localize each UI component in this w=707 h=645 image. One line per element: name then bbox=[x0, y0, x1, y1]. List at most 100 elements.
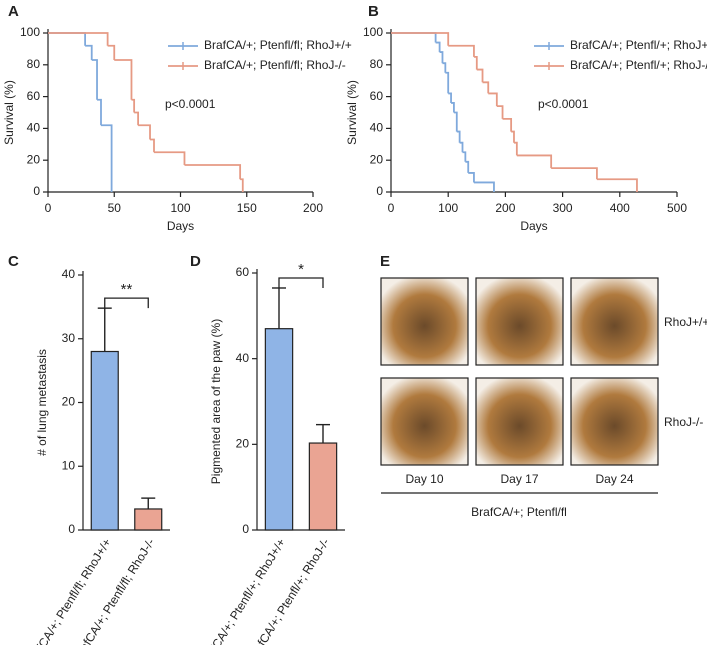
survival-step bbox=[502, 117, 513, 132]
survival-step bbox=[48, 32, 86, 46]
annotation: p<0.0001 bbox=[165, 97, 216, 111]
x-axis-label: Days bbox=[520, 219, 547, 233]
significance-bracket bbox=[278, 277, 324, 288]
survival-step bbox=[184, 164, 242, 180]
survival-step bbox=[134, 111, 139, 126]
survival-step bbox=[448, 92, 452, 103]
panel-label: E bbox=[380, 253, 390, 270]
x-tick-label: 200 bbox=[303, 201, 323, 215]
survival-step bbox=[154, 151, 186, 165]
survival-step bbox=[107, 44, 116, 61]
panel-label: C bbox=[8, 253, 19, 270]
survival-step bbox=[496, 105, 504, 119]
y-tick-label: 10 bbox=[62, 458, 76, 472]
x-tick-label: 100 bbox=[438, 201, 458, 215]
legend-label: BrafCA/+; Ptenfl/fl; RhoJ-/- bbox=[204, 58, 346, 72]
panel-label: D bbox=[190, 253, 201, 270]
x-tick-label: 150 bbox=[237, 201, 257, 215]
y-axis-label: # of lung metastasis bbox=[35, 349, 49, 456]
survival-step bbox=[48, 32, 109, 46]
survival-step bbox=[511, 130, 515, 143]
survival-step bbox=[596, 178, 638, 192]
caption: BrafCA/+; Ptenfl/fl bbox=[471, 505, 567, 519]
column-label: Day 24 bbox=[595, 472, 633, 486]
bar bbox=[90, 350, 119, 531]
legend-label: BrafCA/+; Ptenfl/+; RhoJ+/+ bbox=[570, 38, 707, 52]
x-tick-label: 0 bbox=[388, 201, 395, 215]
column-label: Day 17 bbox=[500, 472, 538, 486]
survival-step bbox=[391, 32, 450, 46]
x-tick-label: 200 bbox=[495, 201, 515, 215]
paw-photo bbox=[380, 377, 469, 466]
legend-label: BrafCA/+; Ptenfl/fl; RhoJ+/+ bbox=[204, 38, 352, 52]
x-tick-label: 0 bbox=[45, 201, 52, 215]
survival-step bbox=[131, 98, 136, 113]
survival-step bbox=[488, 92, 498, 107]
y-tick-label: 60 bbox=[236, 265, 250, 279]
legend-label: BrafCA/+; Ptenfl/+; RhoJ-/- bbox=[570, 58, 707, 72]
survival-step bbox=[448, 44, 475, 57]
y-tick-label: 20 bbox=[62, 395, 76, 409]
y-tick-label: 0 bbox=[376, 184, 383, 198]
survival-step bbox=[473, 181, 495, 192]
bar bbox=[134, 508, 163, 531]
y-tick-label: 0 bbox=[68, 522, 75, 536]
survival-step bbox=[91, 59, 98, 100]
survival-step bbox=[85, 44, 93, 61]
y-tick-label: 80 bbox=[370, 57, 384, 71]
survival-step bbox=[391, 32, 437, 43]
survival-step bbox=[476, 68, 484, 83]
survival-step bbox=[138, 124, 151, 140]
y-tick-label: 40 bbox=[27, 121, 41, 135]
survival-step bbox=[97, 98, 102, 126]
survival-step bbox=[445, 71, 450, 94]
y-tick-label: 40 bbox=[370, 121, 384, 135]
survival-step bbox=[456, 130, 461, 143]
y-tick-label: 40 bbox=[236, 351, 250, 365]
annotation: p<0.0001 bbox=[538, 97, 589, 111]
y-tick-label: 40 bbox=[62, 267, 76, 281]
survival-step bbox=[551, 167, 598, 180]
significance: * bbox=[298, 261, 304, 278]
survival-step bbox=[462, 151, 467, 162]
y-tick-label: 80 bbox=[27, 57, 41, 71]
y-tick-label: 0 bbox=[242, 522, 249, 536]
y-tick-label: 30 bbox=[62, 331, 76, 345]
survival-step bbox=[439, 51, 444, 64]
survival-step bbox=[114, 59, 133, 100]
survival-step bbox=[473, 55, 478, 70]
paw-photo bbox=[475, 277, 564, 366]
paw-photo bbox=[475, 377, 564, 466]
column-label: Day 10 bbox=[405, 472, 443, 486]
survival-step bbox=[451, 102, 455, 113]
survival-step bbox=[150, 138, 155, 153]
panel-label: B bbox=[368, 3, 379, 20]
y-axis-label: Survival (%) bbox=[2, 80, 16, 145]
y-tick-label: 60 bbox=[370, 89, 384, 103]
x-tick-label: 400 bbox=[610, 201, 630, 215]
significance-bracket bbox=[104, 297, 149, 309]
survival-step bbox=[459, 141, 464, 153]
survival-step bbox=[482, 81, 490, 94]
y-tick-label: 60 bbox=[27, 89, 41, 103]
survival-step bbox=[453, 111, 458, 132]
paw-photo bbox=[570, 277, 659, 366]
panel-label: A bbox=[8, 3, 19, 20]
y-tick-label: 20 bbox=[236, 437, 250, 451]
x-tick-label: 300 bbox=[553, 201, 573, 215]
bar bbox=[264, 328, 294, 531]
survival-step bbox=[240, 178, 244, 192]
survival-step bbox=[513, 141, 518, 156]
survival-step bbox=[435, 41, 441, 53]
x-axis-label: Days bbox=[167, 219, 194, 233]
x-tick-label: 50 bbox=[108, 201, 122, 215]
row-label: RhoJ-/- bbox=[664, 415, 703, 429]
x-tick-label: 500 bbox=[667, 201, 687, 215]
row-label: RhoJ+/+ bbox=[664, 315, 707, 329]
survival-step bbox=[442, 62, 447, 73]
paw-photo bbox=[570, 377, 659, 466]
y-tick-label: 20 bbox=[370, 152, 384, 166]
y-axis-label: Survival (%) bbox=[345, 80, 359, 145]
bar bbox=[308, 442, 338, 531]
